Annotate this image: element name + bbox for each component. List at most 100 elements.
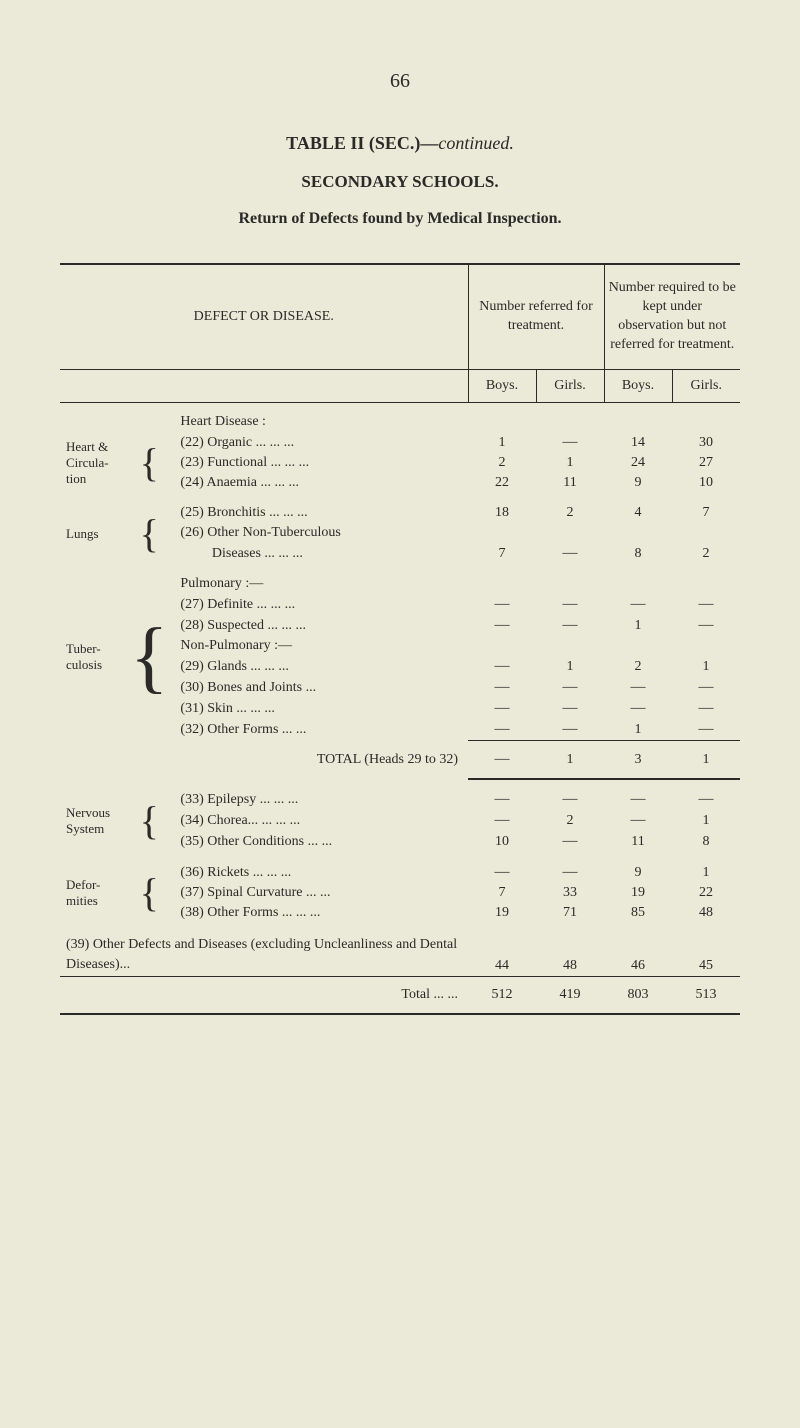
- cell: 513: [672, 977, 740, 1014]
- cell: 2: [536, 810, 604, 831]
- cell: —: [468, 810, 536, 831]
- cell: 46: [604, 933, 672, 977]
- other-defects-desc: (39) Other Defects and Diseases (excludi…: [60, 933, 468, 977]
- cell: —: [468, 719, 536, 741]
- cell: 19: [604, 883, 672, 903]
- cell: 1: [672, 810, 740, 831]
- cell: 2: [536, 503, 604, 523]
- row-desc: (27) Definite ... ... ...: [174, 594, 468, 615]
- row-desc: (25) Bronchitis ... ... ...: [174, 503, 468, 523]
- cell: 3: [604, 741, 672, 780]
- cell: 2: [604, 656, 672, 677]
- cell: 11: [536, 473, 604, 493]
- table-row: Tuber-culosis { Pulmonary :—: [60, 574, 740, 594]
- cell: —: [468, 862, 536, 883]
- cell: 24: [604, 453, 672, 473]
- title-continued: continued.: [438, 133, 513, 153]
- table-row: (39) Other Defects and Diseases (excludi…: [60, 933, 740, 977]
- cell: 512: [468, 977, 536, 1014]
- header-required: Number required to be kept under observa…: [604, 265, 740, 369]
- cell: 14: [604, 432, 672, 453]
- cell: 803: [604, 977, 672, 1014]
- data-table: DEFECT OR DISEASE. Number referred for t…: [60, 265, 740, 1013]
- cell: 1: [468, 432, 536, 453]
- cell: —: [604, 677, 672, 698]
- cell: 419: [536, 977, 604, 1014]
- cell: —: [672, 698, 740, 719]
- cell: —: [536, 698, 604, 719]
- grand-total-label: Total ... ...: [60, 977, 468, 1014]
- deformities-label: Defor-mities: [60, 862, 124, 923]
- cell: 1: [672, 656, 740, 677]
- header-referred: Number referred for treatment.: [468, 265, 604, 369]
- row-desc: Diseases ... ... ...: [174, 543, 468, 564]
- cell: 30: [672, 432, 740, 453]
- cell: 44: [468, 933, 536, 977]
- brace-icon: {: [124, 862, 174, 923]
- cell: 2: [468, 453, 536, 473]
- cell: —: [468, 698, 536, 719]
- row-desc: (29) Glands ... ... ...: [174, 656, 468, 677]
- row-desc: (22) Organic ... ... ...: [174, 432, 468, 453]
- row-desc: (30) Bones and Joints ...: [174, 677, 468, 698]
- cell: 71: [536, 903, 604, 923]
- table-row: Lungs { (25) Bronchitis ... ... ... 18 2…: [60, 503, 740, 523]
- cell: 1: [672, 862, 740, 883]
- subtitle-return: Return of Defects found by Medical Inspe…: [60, 210, 740, 228]
- cell: 7: [468, 883, 536, 903]
- cell: —: [672, 789, 740, 810]
- brace-icon: {: [124, 574, 174, 741]
- row-desc: (23) Functional ... ... ...: [174, 453, 468, 473]
- table-row: Heart &Circula-tion { (22) Organic ... .…: [60, 432, 740, 453]
- cell: 4: [604, 503, 672, 523]
- row-desc: (28) Suspected ... ... ...: [174, 615, 468, 636]
- cell: 1: [536, 453, 604, 473]
- cell: —: [468, 615, 536, 636]
- grand-total-row: Total ... ... 512 419 803 513: [60, 977, 740, 1014]
- header-row-2: Boys. Girls. Boys. Girls.: [60, 369, 740, 402]
- cell: —: [536, 594, 604, 615]
- cell: —: [536, 862, 604, 883]
- cell: 1: [536, 656, 604, 677]
- heart-label: Heart &Circula-tion: [60, 432, 124, 493]
- cell: —: [536, 615, 604, 636]
- table-row: Heart Disease :: [60, 412, 740, 432]
- cell: —: [536, 677, 604, 698]
- nervous-label: NervousSystem: [60, 789, 124, 852]
- cell: —: [672, 719, 740, 741]
- row-desc: (24) Anaemia ... ... ...: [174, 473, 468, 493]
- page-number: 66: [60, 70, 740, 93]
- table-row: Defor-mities { (36) Rickets ... ... ... …: [60, 862, 740, 883]
- cell: —: [536, 789, 604, 810]
- lungs-label: Lungs: [60, 503, 124, 564]
- row-desc: (31) Skin ... ... ...: [174, 698, 468, 719]
- header-row-1: DEFECT OR DISEASE. Number referred for t…: [60, 265, 740, 369]
- table-row: NervousSystem { (33) Epilepsy ... ... ..…: [60, 789, 740, 810]
- cell: 45: [672, 933, 740, 977]
- cell: —: [468, 741, 536, 780]
- cell: 85: [604, 903, 672, 923]
- cell: 27: [672, 453, 740, 473]
- cell: 1: [604, 719, 672, 741]
- cell: 48: [536, 933, 604, 977]
- cell: —: [604, 789, 672, 810]
- cell: —: [672, 615, 740, 636]
- brace-icon: {: [124, 789, 174, 852]
- cell: 33: [536, 883, 604, 903]
- cell: —: [604, 810, 672, 831]
- cell: 48: [672, 903, 740, 923]
- cell: —: [468, 677, 536, 698]
- heart-disease-header: Heart Disease :: [174, 412, 468, 432]
- row-desc: (36) Rickets ... ... ...: [174, 862, 468, 883]
- cell: 8: [604, 543, 672, 564]
- cell: 10: [672, 473, 740, 493]
- subtotal-label: TOTAL (Heads 29 to 32): [60, 741, 468, 780]
- cell: 10: [468, 831, 536, 852]
- row-desc: (34) Chorea... ... ... ...: [174, 810, 468, 831]
- header-boys-2: Boys.: [604, 369, 672, 402]
- nonpulm-header: Non-Pulmonary :—: [174, 636, 468, 656]
- cell: 7: [468, 543, 536, 564]
- cell: 1: [604, 615, 672, 636]
- table-title: TABLE II (SEC.)—continued.: [60, 133, 740, 154]
- row-desc: (35) Other Conditions ... ...: [174, 831, 468, 852]
